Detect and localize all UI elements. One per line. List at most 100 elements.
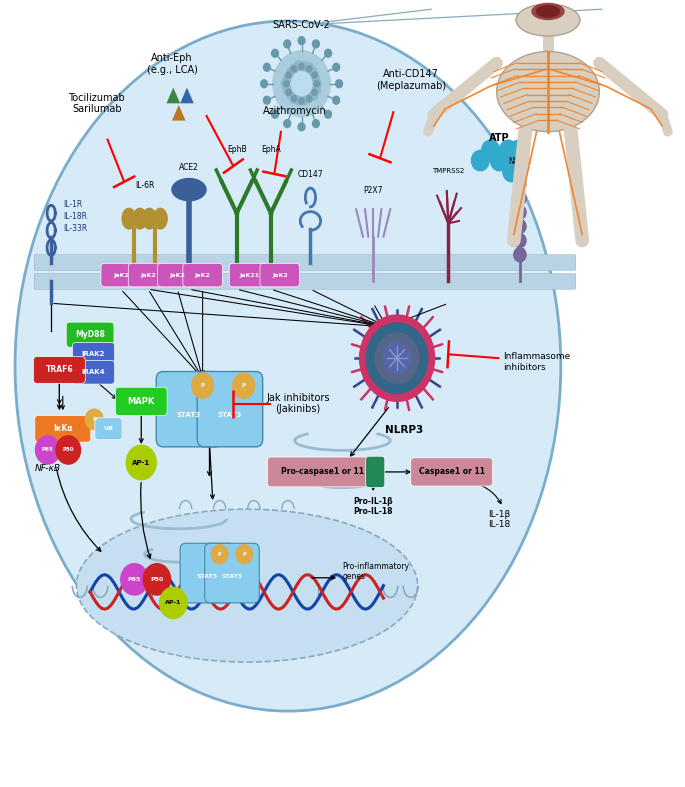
Circle shape [336, 79, 342, 87]
Circle shape [471, 150, 489, 171]
Text: Pro-inflammatory
genes: Pro-inflammatory genes [342, 562, 410, 582]
Circle shape [312, 89, 317, 95]
Circle shape [290, 65, 298, 74]
FancyBboxPatch shape [34, 255, 576, 271]
Circle shape [284, 120, 290, 127]
Text: Jak inhibitors
(Jakinibs): Jak inhibitors (Jakinibs) [266, 393, 330, 415]
Text: STAT3: STAT3 [218, 412, 242, 419]
Ellipse shape [121, 208, 136, 230]
Circle shape [499, 140, 517, 161]
Circle shape [121, 563, 148, 595]
Circle shape [260, 79, 267, 87]
Circle shape [286, 72, 291, 78]
Circle shape [510, 140, 527, 161]
Text: EphA: EphA [261, 146, 281, 154]
Text: IL-1β
IL-18: IL-1β IL-18 [488, 509, 510, 529]
FancyBboxPatch shape [73, 360, 114, 384]
Circle shape [291, 65, 297, 72]
FancyBboxPatch shape [205, 543, 259, 603]
Circle shape [126, 445, 156, 480]
Circle shape [311, 73, 319, 83]
Text: P65: P65 [42, 448, 53, 453]
Circle shape [532, 3, 564, 20]
Circle shape [490, 150, 508, 171]
Text: P: P [201, 383, 205, 388]
Circle shape [514, 191, 526, 205]
Text: IL-1R
IL-18R
IL-33R: IL-1R IL-18R IL-33R [64, 200, 88, 233]
FancyBboxPatch shape [95, 418, 122, 440]
Circle shape [514, 248, 526, 262]
Text: STAT3: STAT3 [197, 574, 218, 578]
Text: MyD88: MyD88 [75, 331, 105, 339]
Circle shape [300, 62, 308, 72]
Ellipse shape [153, 208, 168, 230]
Circle shape [236, 545, 253, 563]
Text: JaK21: JaK21 [239, 272, 259, 278]
Circle shape [360, 315, 434, 401]
FancyBboxPatch shape [73, 342, 114, 366]
Circle shape [536, 6, 560, 17]
Text: IL-6R: IL-6R [135, 180, 154, 190]
Polygon shape [166, 87, 180, 103]
Ellipse shape [15, 21, 561, 711]
Circle shape [273, 51, 330, 116]
Circle shape [233, 373, 255, 398]
Text: AP-1: AP-1 [165, 600, 182, 605]
Circle shape [514, 177, 526, 191]
FancyBboxPatch shape [35, 416, 90, 442]
Text: ATP: ATP [489, 132, 510, 142]
Text: TRAF6: TRAF6 [46, 365, 73, 375]
Text: CD147: CD147 [297, 171, 323, 179]
Ellipse shape [132, 208, 147, 230]
Circle shape [514, 220, 526, 234]
Text: P50: P50 [62, 448, 74, 453]
Circle shape [299, 98, 304, 104]
Circle shape [286, 89, 291, 95]
Circle shape [295, 96, 303, 105]
Circle shape [212, 545, 228, 563]
Circle shape [286, 68, 295, 78]
FancyBboxPatch shape [260, 264, 299, 286]
Circle shape [314, 80, 319, 87]
Text: Azithromycin: Azithromycin [263, 106, 327, 116]
Text: AP-1: AP-1 [132, 460, 150, 466]
FancyBboxPatch shape [366, 456, 385, 488]
Text: NRP-1: NRP-1 [508, 157, 532, 166]
Circle shape [284, 73, 292, 83]
FancyBboxPatch shape [197, 371, 262, 447]
FancyBboxPatch shape [158, 264, 197, 286]
FancyBboxPatch shape [267, 457, 377, 487]
Circle shape [514, 205, 526, 220]
Circle shape [310, 91, 318, 100]
Circle shape [325, 110, 332, 118]
Text: STAT3: STAT3 [177, 412, 201, 419]
Circle shape [313, 79, 321, 88]
FancyBboxPatch shape [156, 371, 222, 447]
Text: IRAK4: IRAK4 [82, 369, 105, 375]
Text: JaK2: JaK2 [195, 272, 210, 278]
Text: NF-κB: NF-κB [35, 464, 61, 472]
Text: P: P [218, 552, 221, 556]
Text: JaK2: JaK2 [169, 272, 185, 278]
Circle shape [325, 50, 332, 57]
Circle shape [291, 95, 297, 102]
FancyBboxPatch shape [34, 274, 576, 289]
Circle shape [56, 436, 81, 464]
Text: P: P [92, 417, 96, 422]
Circle shape [86, 409, 103, 430]
Text: Anti-Eph
(e.g., LCA): Anti-Eph (e.g., LCA) [147, 54, 197, 75]
Circle shape [290, 94, 298, 103]
Ellipse shape [142, 208, 157, 230]
Circle shape [143, 563, 171, 595]
Circle shape [36, 436, 60, 464]
Text: IRAK2: IRAK2 [82, 351, 105, 357]
Circle shape [306, 63, 314, 72]
Circle shape [306, 95, 312, 102]
Circle shape [272, 110, 278, 118]
Circle shape [312, 120, 319, 127]
Text: P65: P65 [127, 577, 141, 582]
Circle shape [384, 342, 411, 374]
Circle shape [516, 4, 580, 36]
Ellipse shape [77, 509, 418, 662]
FancyBboxPatch shape [115, 387, 167, 416]
